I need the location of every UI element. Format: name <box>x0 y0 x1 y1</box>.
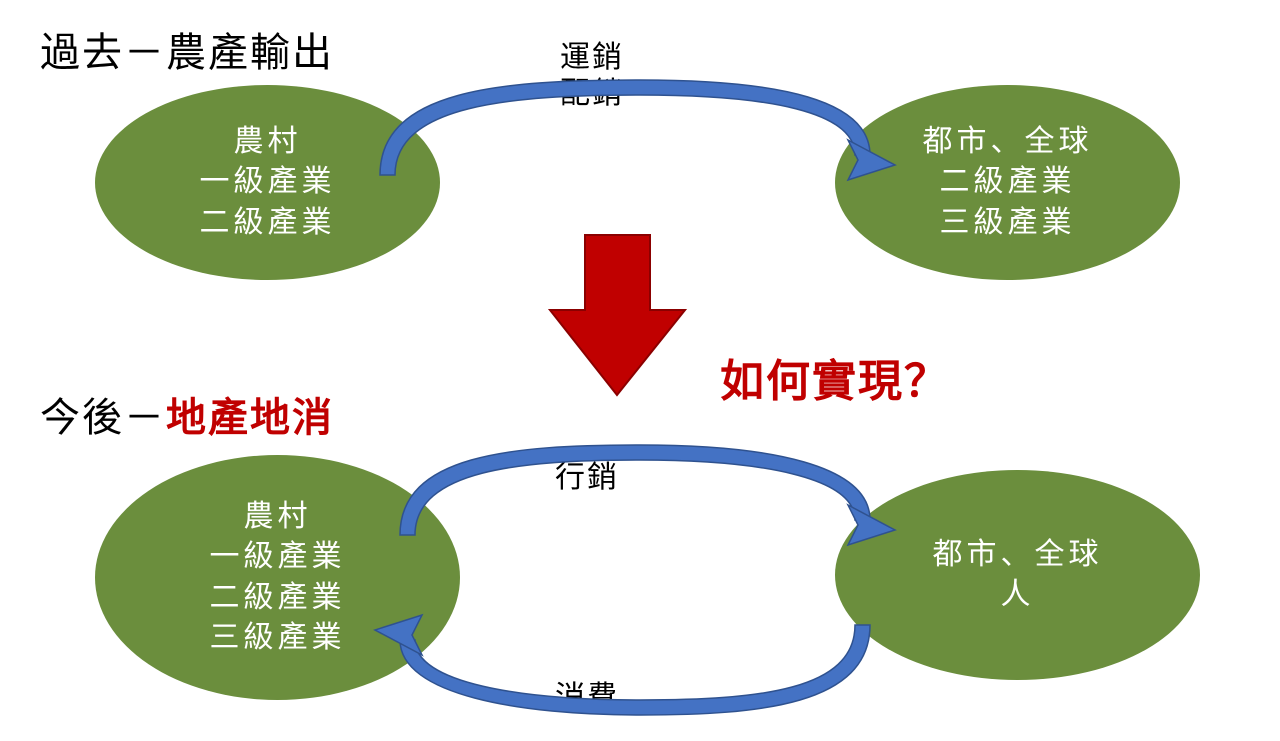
top-arrow-label: 運銷 配銷 <box>560 40 624 112</box>
ellipse-text: 三級產業 <box>210 618 346 659</box>
ellipse-text: 人 <box>1001 575 1035 616</box>
bottom-title: 今後－地產地消 <box>40 385 334 443</box>
ellipse-text: 二級產業 <box>200 203 336 244</box>
bottom-bottom-arrow-label: 消費 <box>555 680 619 716</box>
top-curved-arrow <box>380 80 895 180</box>
bottom-title-main: 地產地消 <box>166 396 334 440</box>
top-left-ellipse: 農村 一級產業 二級產業 <box>95 85 440 280</box>
bottom-title-prefix: 今後－ <box>40 396 166 440</box>
ellipse-text: 都市、全球 <box>923 122 1093 163</box>
bottom-left-ellipse: 農村 一級產業 二級產業 三級產業 <box>95 455 460 700</box>
bottom-bottom-arrow <box>375 615 870 715</box>
bottom-top-arrow <box>400 445 895 545</box>
question-text: 如何實現？ <box>720 345 950 409</box>
ellipse-text: 二級產業 <box>210 578 346 619</box>
ellipse-text: 三級產業 <box>940 203 1076 244</box>
ellipse-text: 一級產業 <box>210 537 346 578</box>
ellipse-text: 農村 <box>234 122 302 163</box>
down-arrow <box>550 235 685 395</box>
ellipse-text: 農村 <box>244 497 312 538</box>
bottom-right-ellipse: 都市、全球 人 <box>835 470 1200 680</box>
label-line: 運銷 <box>560 40 624 76</box>
top-right-ellipse: 都市、全球 二級產業 三級產業 <box>835 85 1180 280</box>
ellipse-text: 二級產業 <box>940 162 1076 203</box>
top-title: 過去－農產輸出 <box>40 20 334 78</box>
top-title-prefix: 過去－ <box>40 31 166 75</box>
bottom-top-arrow-label: 行銷 <box>555 460 619 496</box>
label-line: 配銷 <box>560 76 624 112</box>
ellipse-text: 都市、全球 <box>933 535 1103 576</box>
ellipse-text: 一級產業 <box>200 162 336 203</box>
top-title-main: 農產輸出 <box>166 31 334 75</box>
